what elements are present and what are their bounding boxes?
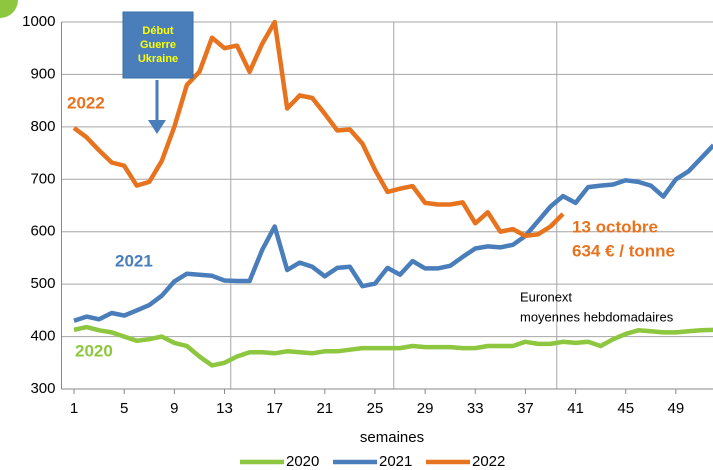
x-tick-label: 37 [517, 400, 534, 417]
y-tick-label: 900 [30, 65, 55, 82]
y-tick-label: 300 [30, 380, 55, 397]
x-tick-label: 13 [216, 400, 233, 417]
line-series [73, 324, 713, 368]
x-tick-label: 9 [170, 400, 178, 417]
y-tick-label: 500 [30, 275, 55, 292]
y-tick-label: 700 [30, 170, 55, 187]
y-tick-label: 800 [30, 118, 55, 135]
x-tick-label: 17 [266, 400, 283, 417]
source-annotation: moyennes hebdomadaires [520, 309, 674, 324]
war-annotation: Début Guerre Ukraine [138, 25, 178, 65]
line-series [73, 143, 713, 323]
line-series [72, 19, 565, 239]
x-tick-label: 25 [367, 400, 384, 417]
y-tick-label: 1000 [22, 13, 55, 30]
war-arrowhead [148, 120, 166, 134]
series-label: 2020 [75, 341, 113, 360]
x-tick-label: 21 [316, 400, 333, 417]
x-tick-label: 45 [617, 400, 634, 417]
x-tick-label: 33 [467, 400, 484, 417]
x-tick-label: 5 [120, 400, 128, 417]
legend-label: 2020 [286, 453, 319, 470]
series-label: 2022 [67, 93, 105, 112]
x-tick-label: 41 [567, 400, 584, 417]
war-box [122, 11, 194, 79]
source-annotation: Euronext [520, 289, 572, 304]
y-tick-label: 400 [30, 328, 55, 345]
legend-label: 2022 [472, 453, 505, 470]
x-tick-label: 1 [70, 400, 78, 417]
x-axis-label: semaines [360, 429, 424, 446]
x-tick-label: 29 [417, 400, 434, 417]
price-annotation: 634 € / tonne [572, 241, 675, 260]
legend-label: 2021 [379, 453, 412, 470]
series-label: 2021 [115, 251, 153, 270]
x-tick-label: 49 [668, 400, 685, 417]
y-tick-label: 600 [30, 223, 55, 240]
date-annotation: 13 octobre [572, 217, 658, 236]
corner-badge [0, 0, 18, 18]
